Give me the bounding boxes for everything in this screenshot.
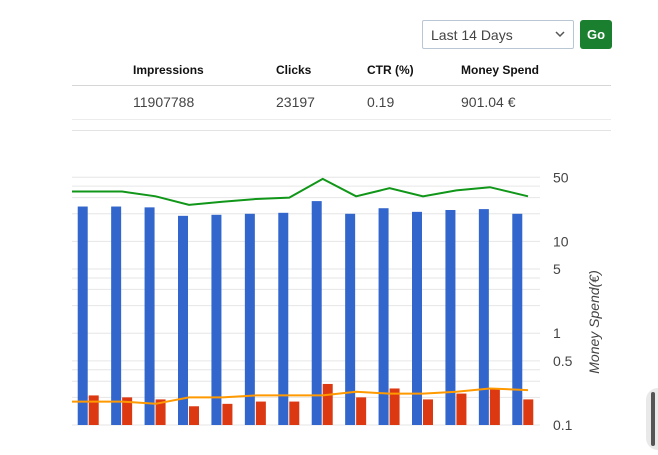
header-money-spend: Money Spend (461, 57, 611, 86)
bar-series-1 (244, 213, 255, 425)
bar-series-2 (389, 388, 400, 425)
bar-series-2 (456, 393, 467, 425)
value-ctr: 0.19 (367, 85, 461, 120)
bar-series-1 (178, 215, 188, 425)
bar-series-2 (155, 399, 166, 425)
y-tick-label: 1 (553, 325, 561, 341)
line-series-4 (72, 387, 529, 405)
y-tick-label: 10 (553, 233, 569, 249)
header-ctr: CTR (%) (367, 57, 461, 86)
bar-series-1 (111, 206, 122, 425)
bar-series-1 (445, 209, 456, 425)
bar-series-2 (222, 403, 233, 425)
bar-series-2 (322, 383, 333, 425)
stats-values-row: 11907788 23197 0.19 901.04 € (72, 85, 611, 120)
y-tick-label: 50 (553, 169, 569, 185)
bar-series-1 (478, 209, 489, 425)
bar-series-2 (255, 401, 266, 425)
date-range-value: Last 14 Days (431, 26, 513, 43)
bar-series-1 (412, 211, 422, 425)
stats-header-row: Impressions Clicks CTR (%) Money Spend (72, 57, 611, 86)
bar-series-1 (144, 207, 155, 425)
y-tick-label: 0.5 (553, 353, 573, 369)
performance-chart: 50 10 5 1 0.5 0.1 Money Spend(€) (0, 160, 658, 450)
bar-series-2 (523, 399, 534, 425)
y-axis-label: Money Spend(€) (586, 270, 602, 374)
bar-series-1 (211, 214, 222, 425)
y-tick-label: 5 (553, 261, 561, 277)
date-range-select[interactable]: Last 14 Days (422, 20, 574, 49)
bar-series-1 (512, 213, 523, 425)
header-clicks: Clicks (276, 57, 367, 86)
divider (72, 130, 611, 131)
bar-series-2 (489, 388, 500, 425)
bar-series-2 (356, 397, 367, 425)
line-series-3 (72, 177, 529, 206)
value-money-spend: 901.04 € (461, 85, 611, 120)
value-impressions: 11907788 (133, 85, 276, 120)
bar-series-1 (77, 206, 88, 425)
stats-table: Impressions Clicks CTR (%) Money Spend 1… (72, 57, 611, 120)
bar-series-1 (345, 213, 356, 425)
scrollbar-handle[interactable] (646, 388, 658, 450)
go-button[interactable]: Go (580, 20, 612, 49)
y-tick-label: 0.1 (553, 417, 573, 433)
header-impressions: Impressions (133, 57, 276, 86)
bar-series-1 (378, 208, 389, 425)
bar-series-2 (122, 397, 133, 425)
bar-series-1 (278, 212, 289, 425)
filter-toolbar: Last 14 Days Go (422, 20, 612, 49)
bar-series-1 (311, 201, 322, 425)
bar-series-2 (289, 401, 300, 425)
chevron-down-icon (555, 31, 565, 38)
performance-chart-svg: 50 10 5 1 0.5 0.1 Money Spend(€) (72, 169, 602, 433)
value-clicks: 23197 (276, 85, 367, 120)
bar-series-2 (423, 399, 433, 425)
bar-series-2 (189, 406, 199, 425)
bar-series-2 (88, 395, 99, 425)
